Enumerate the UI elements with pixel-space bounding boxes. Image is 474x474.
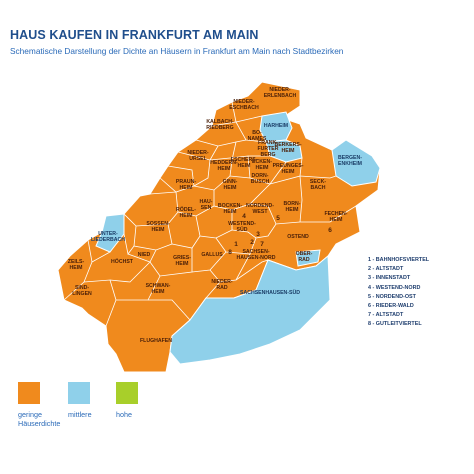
district-label-gallus: GALLUS — [201, 252, 223, 258]
district-borders — [63, 101, 357, 327]
map-title: HAUS KAUFEN IN FRANKFURT AM MAIN — [10, 28, 259, 42]
district-label-kalbach-riedberg: KALBACH-RIEDBERG — [206, 119, 234, 131]
district-label-bornheim: BORN-HEIM — [283, 201, 300, 213]
district-label-n4: 4 — [242, 213, 246, 220]
district-label-nordend-west: NORDEND-WEST — [246, 203, 274, 215]
district-label-nied: NIED — [138, 252, 151, 258]
list-item: 2 - ALTSTADT — [368, 266, 404, 273]
district-label-berkersheim: BERKERS-HEIM — [274, 142, 301, 154]
district-label-n3: 3 — [256, 231, 260, 238]
district-label-frankfurter-berg: FRANK-FURTER BERG — [257, 140, 278, 158]
district-label-n5: 5 — [276, 215, 280, 222]
district-sachsenhausen-sued[interactable] — [169, 254, 331, 365]
district-label-sachsenhausen-nord: SACHSEN-HAUSEN-NORD — [237, 249, 276, 261]
district-labels: NIEDER-ERLENBACH NIEDER-ESCHBACH KALBACH-R… — [68, 87, 362, 344]
district-label-sachsenhausen-sued: SACHSENHAUSEN-SÜD — [240, 289, 300, 296]
district-label-bockenheim: BOCKEN-HEIM — [218, 203, 242, 215]
district-label-unterliederbach: UNTER-LIEDERBACH — [91, 231, 125, 243]
legend-label-medium: mittlere — [68, 410, 92, 419]
list-item: 1 - BAHNHOFSVIERTEL — [368, 257, 430, 263]
district-label-roedelheim: RÖDEL-HEIM — [176, 206, 196, 219]
legend-label-low: geringe Häuserdichte — [18, 410, 61, 428]
district-label-ostend: OSTEND — [287, 234, 309, 240]
district-label-n6: 6 — [328, 227, 332, 234]
list-item: 8 - GUTLEITVIERTEL — [368, 321, 422, 328]
district-label-flughafen: FLUGHAFEN — [140, 338, 172, 344]
district-label-sossenheim: SOSSEN-HEIM — [146, 221, 170, 233]
district-label-n1: 1 — [234, 241, 238, 248]
map-subtitle: Schematische Darstellung der Dichte an H… — [10, 46, 344, 56]
district-label-heddernheim: HEDDERN-HEIM — [210, 160, 238, 172]
list-item: 6 - RIEDER-WALD — [368, 303, 414, 310]
district-oberrad-river — [295, 249, 321, 267]
district-label-sindlingen: SIND-LINGEN — [72, 285, 92, 297]
district-label-zeilsheim: ZEILS-HEIM — [68, 259, 85, 271]
legend-label-high: hohe — [116, 410, 132, 419]
district-label-hoechst: HÖCHST — [111, 258, 134, 265]
legend-swatch-medium — [68, 382, 90, 404]
district-label-n8: 8 — [228, 249, 232, 256]
district-label-eschersheim: ESCHERS-HEIM — [231, 157, 258, 169]
district-label-n2: 2 — [250, 239, 254, 246]
legend-swatch-high — [116, 382, 138, 404]
list-item: 3 - INNENSTADT — [368, 275, 411, 282]
district-label-schwanheim: SCHWAN-HEIM — [146, 283, 171, 295]
district-label-bergen-enkheim: BERGEN-ENKHEIM — [338, 155, 362, 167]
district-label-preungesheim: PREUNGES-HEIM — [273, 163, 304, 175]
district-label-nieder-erlenbach: NIEDER-ERLENBACH — [264, 87, 297, 99]
district-label-fechenheim: FECHEN-HEIM — [324, 211, 347, 223]
district-label-ginnheim: GINN-HEIM — [223, 179, 238, 191]
district-label-dornbusch: DORN-BUSCH — [251, 173, 270, 185]
list-item: 7 - ALTSTADT — [368, 312, 404, 319]
district-label-hausen: HAU-SEN — [200, 199, 213, 211]
district-label-griesheim: GRIES-HEIM — [173, 255, 191, 267]
district-label-bonames: BO-NAMES — [248, 130, 267, 142]
district-bergen-enkheim[interactable] — [331, 139, 381, 187]
district-label-seckbach: SECK-BACH — [310, 179, 326, 191]
district-label-nieder-ursel: NIEDER-URSEL — [187, 150, 209, 162]
district-label-harheim: HARHEIM — [264, 123, 288, 129]
district-label-westend-sued: WESTEND-SÜD — [228, 221, 256, 233]
district-label-n7: 7 — [260, 241, 264, 248]
numbered-district-list: 1 - BAHNHOFSVIERTEL 2 - ALTSTADT 3 - INN… — [368, 256, 429, 330]
district-label-eckenheim: ECKEN-HEIM — [252, 159, 272, 171]
district-label-oberrad: OBER-RAD — [296, 251, 313, 263]
list-item: 4 - WESTEND-NORD — [368, 284, 421, 291]
district-label-niederrad: NIEDER-RAD — [211, 279, 233, 291]
list-item: 5 - NORDEND-OST — [368, 293, 416, 300]
legend-swatch-low — [18, 382, 40, 404]
district-label-praunheim: PRAUN-HEIM — [176, 179, 196, 191]
district-label-nieder-eschbach: NIEDER-ESCHBACH — [229, 99, 259, 111]
